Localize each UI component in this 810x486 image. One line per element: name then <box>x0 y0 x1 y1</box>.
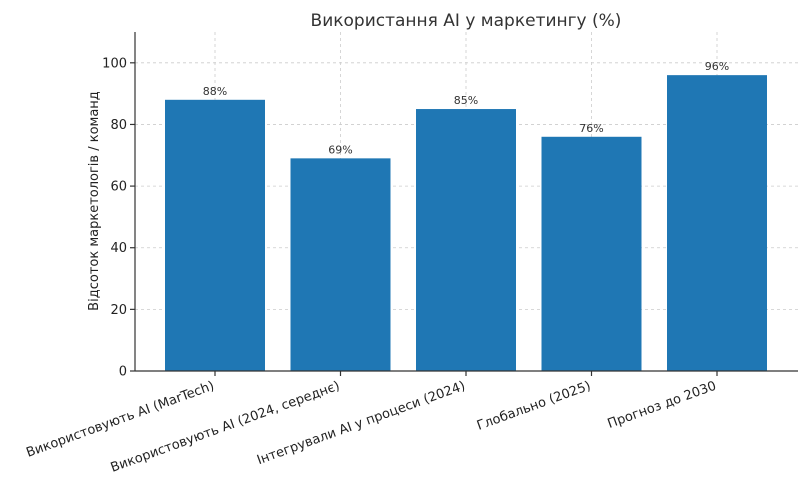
x-tick-label: Прогноз до 2030 <box>606 379 719 432</box>
y-axis-label: Відсоток маркетологів / команд <box>87 91 102 311</box>
bars <box>165 75 767 372</box>
bar <box>667 75 767 372</box>
bar-value-label: 76% <box>579 122 603 135</box>
x-axis-ticks: Використовують AI (MarTech)Використовуют… <box>24 371 718 476</box>
y-tick-label: 80 <box>110 118 127 133</box>
y-tick-label: 60 <box>110 180 127 195</box>
x-tick-label: Використовують AI (2024, середнє) <box>109 379 342 476</box>
bar-value-label: 69% <box>328 143 352 156</box>
bar <box>416 109 516 371</box>
y-tick-label: 100 <box>102 56 127 71</box>
bar-value-label: 96% <box>705 60 729 73</box>
x-tick-label: Глобально (2025) <box>475 379 593 434</box>
y-tick-label: 20 <box>110 303 127 318</box>
chart-title: Використання AI у маркетингу (%) <box>311 11 622 31</box>
bar-value-label: 85% <box>454 94 478 107</box>
bar <box>290 158 391 371</box>
bar <box>541 136 642 371</box>
y-axis-ticks: 0 20 40 60 80 100 <box>102 56 135 380</box>
x-tick-label: Інтегрували AI у процеси (2024) <box>255 379 467 468</box>
bar <box>165 99 265 372</box>
bar-value-label: 88% <box>203 85 227 98</box>
data-labels: 88% 69% 85% 76% 96% <box>203 60 729 156</box>
y-tick-label: 0 <box>119 365 127 380</box>
y-tick-label: 40 <box>110 241 127 256</box>
